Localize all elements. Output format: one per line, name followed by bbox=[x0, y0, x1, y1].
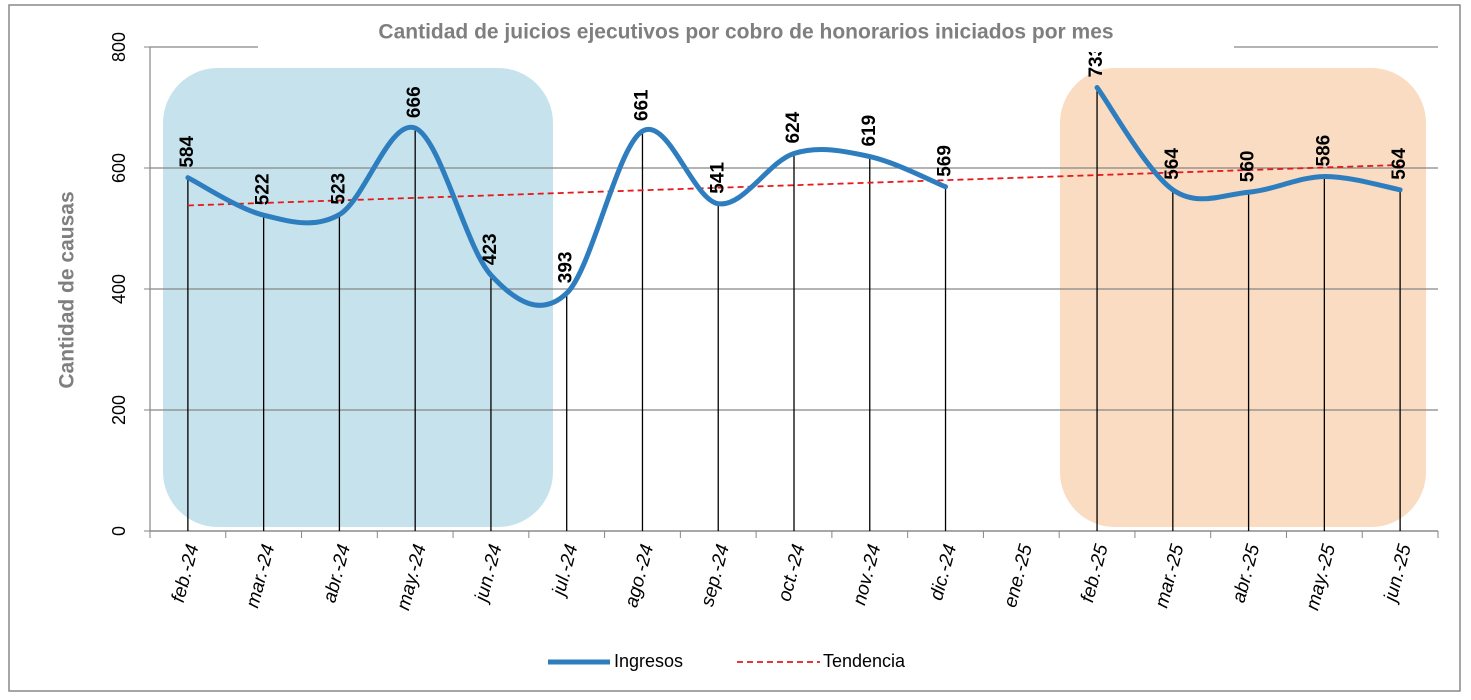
y-tick-label: 800 bbox=[109, 32, 129, 62]
data-label: 423 bbox=[480, 233, 501, 265]
series-line bbox=[185, 85, 1403, 308]
data-label: 569 bbox=[935, 145, 956, 177]
data-label: 586 bbox=[1313, 135, 1334, 167]
data-label: 661 bbox=[631, 89, 652, 121]
data-label: 733 bbox=[1086, 46, 1107, 78]
y-axis-label: Cantidad de causas bbox=[56, 191, 79, 388]
legend-label: Tendencia bbox=[823, 651, 906, 671]
highlight-region bbox=[163, 68, 553, 527]
data-label: 564 bbox=[1389, 148, 1410, 180]
title-background bbox=[258, 14, 1234, 52]
trend-line bbox=[187, 164, 1401, 207]
legend-label: Ingresos bbox=[614, 651, 683, 671]
highlight-region bbox=[1060, 68, 1426, 527]
data-label: 624 bbox=[783, 111, 804, 143]
data-label: 584 bbox=[177, 136, 198, 168]
data-label: 564 bbox=[1162, 148, 1183, 180]
y-tick-label: 200 bbox=[109, 395, 129, 425]
chart-title: Cantidad de juicios ejecutivos por cobro… bbox=[378, 21, 1113, 44]
y-tick-label: 0 bbox=[109, 526, 129, 536]
data-label: 523 bbox=[328, 173, 349, 205]
y-tick-label: 600 bbox=[109, 153, 129, 183]
y-tick-label: 400 bbox=[109, 274, 129, 304]
data-label: 522 bbox=[253, 173, 274, 205]
data-label: 541 bbox=[707, 162, 728, 194]
data-label: 393 bbox=[556, 252, 577, 284]
data-label: 619 bbox=[859, 115, 880, 147]
data-label: 666 bbox=[404, 86, 425, 118]
data-label: 560 bbox=[1238, 150, 1259, 182]
